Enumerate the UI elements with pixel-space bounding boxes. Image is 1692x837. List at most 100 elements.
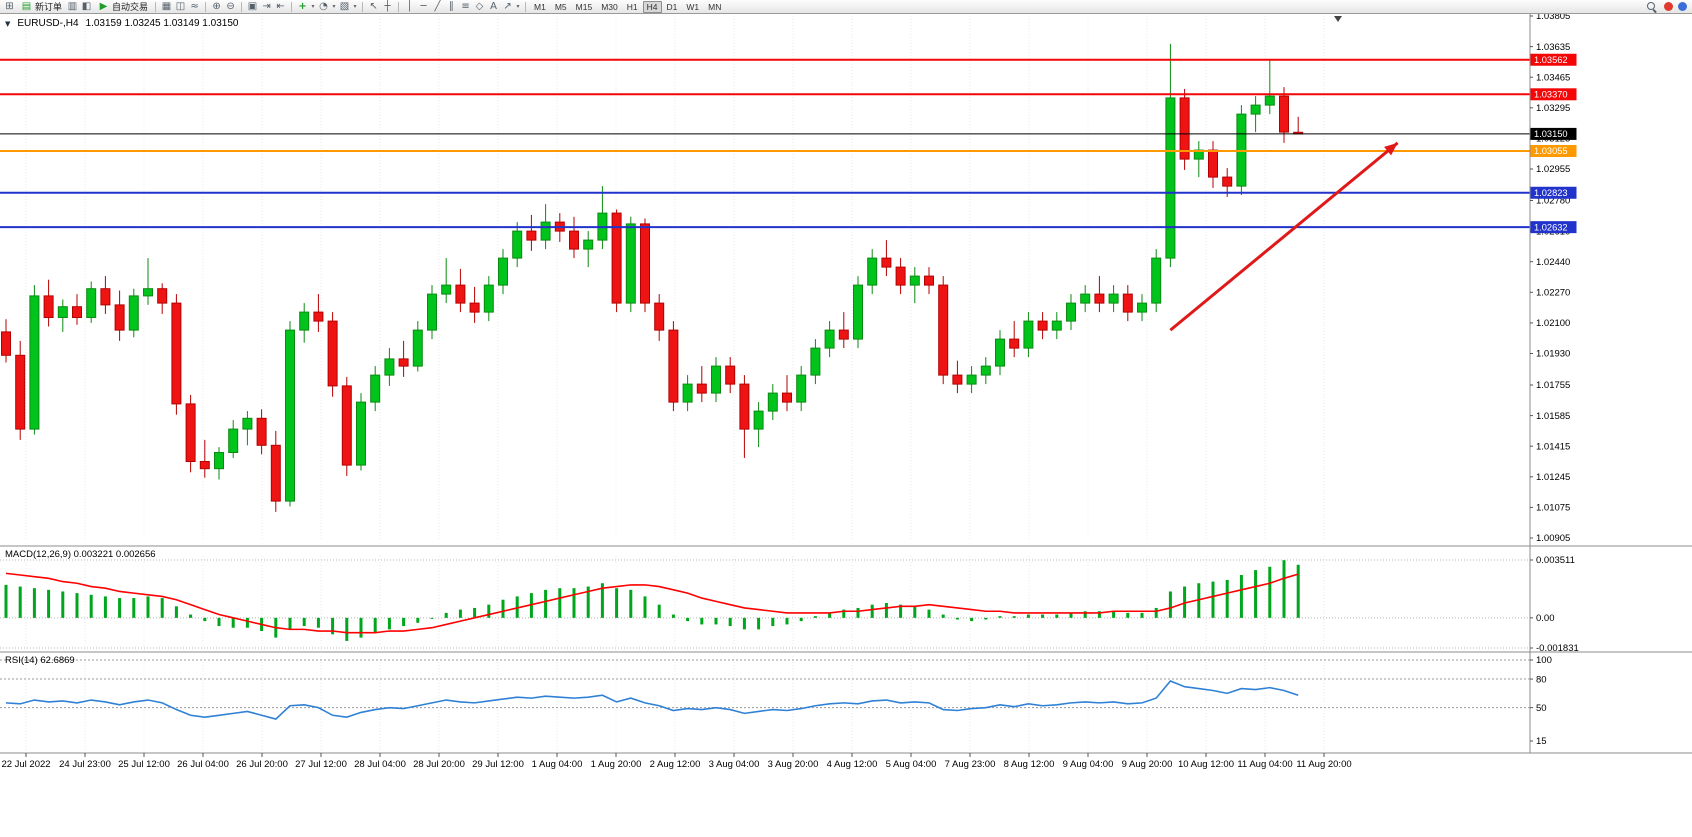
periods-icon[interactable]: ◔	[319, 1, 328, 12]
autotrading-button[interactable]: ▶ 自动交易	[94, 0, 151, 13]
candle	[810, 347, 821, 376]
candle	[796, 374, 807, 403]
text-tool-icon[interactable]: A	[490, 1, 497, 12]
macd-bar	[302, 617, 306, 627]
time-axis-label: 3 Aug 20:00	[768, 759, 819, 770]
zoom-in-icon[interactable]: ⊕	[212, 1, 221, 12]
time-axis-label: 2 Aug 12:00	[650, 759, 701, 770]
time-axis-label: 28 Jul 04:00	[354, 759, 406, 770]
macd-bar	[1055, 614, 1059, 618]
candle	[157, 288, 168, 304]
timeframe-mn-button[interactable]: MN	[704, 1, 725, 13]
toolbar-separator	[525, 1, 527, 12]
macd-bar	[1197, 583, 1201, 618]
macd-bar	[316, 617, 320, 628]
macd-bar	[700, 617, 704, 625]
macd-axis-label: 0.00	[1536, 613, 1555, 624]
timeframe-m5-button[interactable]: M5	[551, 1, 571, 13]
arrows-dropdown-icon[interactable]: ▾	[516, 3, 520, 10]
candle	[114, 304, 125, 331]
time-axis-label: 9 Aug 20:00	[1122, 759, 1173, 770]
crosshair-icon[interactable]: ┼	[384, 1, 391, 12]
candle	[214, 452, 224, 470]
vertical-line-icon[interactable]: │	[406, 1, 413, 12]
timeframe-h1-button[interactable]: H1	[623, 1, 642, 13]
candle	[72, 306, 82, 319]
cursor-icon[interactable]: ↖	[369, 1, 378, 12]
candle	[412, 329, 423, 367]
price-axis-label: 1.03635	[1536, 42, 1570, 53]
tile-windows-icon[interactable]: ▣	[247, 1, 258, 12]
candle	[569, 230, 579, 250]
new-order-button[interactable]: ▤ 新订单	[17, 0, 65, 13]
macd-bar	[813, 616, 817, 618]
fibonacci-icon[interactable]: ≡	[461, 1, 470, 12]
candle	[242, 417, 253, 430]
search-icon[interactable]	[1646, 1, 1658, 13]
timeframe-m1-button[interactable]: M1	[530, 1, 550, 13]
horizontal-line-icon[interactable]: ─	[420, 1, 427, 12]
timeframe-m15-button[interactable]: M15	[572, 1, 597, 13]
candle	[313, 311, 324, 322]
navigator-icon[interactable]: ◧	[81, 1, 92, 12]
arrows-tool-icon[interactable]: ↗	[503, 1, 512, 12]
trendline-icon[interactable]: ╱	[434, 1, 441, 12]
price-axis-label: 1.03465	[1536, 72, 1570, 83]
candle	[1080, 293, 1091, 304]
shapes-icon[interactable]: ◇	[475, 1, 484, 12]
candle	[696, 383, 707, 394]
chart-shift-icon[interactable]: ⇤	[276, 1, 285, 12]
macd-bar	[444, 612, 448, 618]
macd-bar	[828, 612, 832, 618]
price-axis-label: 1.02955	[1536, 164, 1570, 175]
periods-dropdown-icon[interactable]: ▾	[332, 3, 336, 10]
indicators-icon[interactable]: +	[298, 1, 307, 12]
svg-text:1.02823: 1.02823	[1534, 188, 1568, 198]
candle	[1, 331, 11, 356]
price-axis-label: 1.03805	[1536, 11, 1570, 22]
notifications-icon[interactable]	[1664, 2, 1673, 11]
zoom-out-icon[interactable]: ⊖	[226, 1, 235, 12]
macd-bar	[231, 617, 235, 628]
candle	[1009, 338, 1020, 349]
toolbar: ⊞ ▤ 新订单 ▥ ◧ ▶ 自动交易 ▦ ◫ ≈ ⊕ ⊖ ▣ ⇥ ⇤ + ▾ ◔…	[0, 0, 1692, 14]
macd-bar	[842, 609, 846, 618]
channel-icon[interactable]: ∥	[449, 1, 455, 12]
chart-shift-marker[interactable]	[1334, 16, 1342, 22]
candle	[512, 230, 523, 259]
templates-dropdown-icon[interactable]: ▾	[353, 3, 357, 10]
candlestick-chart-icon[interactable]: ◫	[175, 1, 186, 12]
trend-arrow[interactable]	[1169, 141, 1399, 332]
macd-bar	[1225, 579, 1229, 618]
timeframe-m30-button[interactable]: M30	[597, 1, 622, 13]
candle	[185, 403, 196, 462]
macd-bar	[742, 617, 746, 630]
autotrading-label: 自动交易	[112, 2, 149, 12]
candle	[327, 320, 338, 387]
toolbar-separator	[362, 1, 364, 12]
bar-chart-icon[interactable]: ▦	[161, 1, 172, 12]
svg-text:1.03055: 1.03055	[1534, 146, 1568, 156]
timeframe-d1-button[interactable]: D1	[663, 1, 682, 13]
auto-scroll-icon[interactable]: ⇥	[262, 1, 271, 12]
indicators-dropdown-icon[interactable]: ▾	[311, 3, 315, 10]
toolbar-separator	[155, 1, 157, 12]
macd-bar	[487, 604, 491, 618]
timeframe-w1-button[interactable]: W1	[682, 1, 703, 13]
line-chart-icon[interactable]: ≈	[190, 1, 199, 12]
timeframe-h4-button[interactable]: H4	[642, 0, 662, 13]
macd-bar	[1126, 612, 1130, 618]
macd-bar	[217, 617, 221, 627]
new-chart-icon[interactable]: ⊞	[5, 1, 14, 12]
price-axis-label: 1.01415	[1536, 441, 1570, 452]
community-icon[interactable]	[1678, 2, 1687, 11]
templates-icon[interactable]: ▧	[339, 1, 350, 12]
time-axis-label: 29 Jul 12:00	[472, 759, 524, 770]
market-watch-icon[interactable]: ▥	[67, 1, 78, 12]
time-axis-label: 1 Aug 20:00	[591, 759, 642, 770]
macd-bar	[32, 588, 36, 618]
candle	[895, 266, 906, 286]
candle	[824, 329, 835, 349]
rsi-axis-label: 80	[1536, 674, 1547, 685]
